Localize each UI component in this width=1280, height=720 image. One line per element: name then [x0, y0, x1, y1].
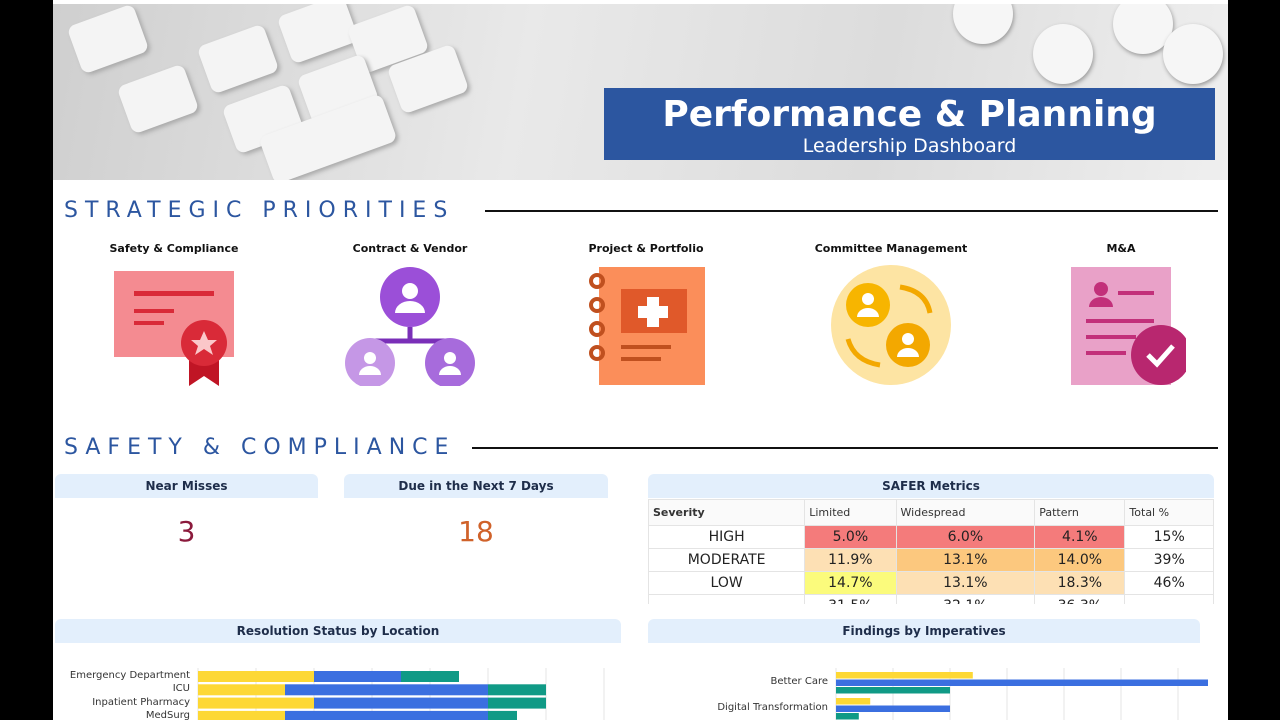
- bar[interactable]: [401, 671, 459, 682]
- category-label: Emergency Department: [69, 670, 190, 681]
- dashboard-page: Performance & Planning Leadership Dashbo…: [53, 0, 1228, 720]
- category-label: MedSurg: [145, 709, 190, 720]
- bar[interactable]: [198, 710, 285, 720]
- table-cell: 46%: [1124, 571, 1214, 595]
- category-label: Better Care: [770, 676, 828, 687]
- findings-imperatives-chart: Better Care Digital Transformation: [648, 660, 1224, 720]
- priority-label: M&A: [1106, 242, 1136, 255]
- page-title: Performance & Planning: [662, 94, 1157, 135]
- resolution-status-header: Resolution Status by Location: [55, 619, 621, 643]
- approved-document-icon: [1071, 267, 1186, 385]
- safer-metrics-header: SAFER Metrics: [648, 474, 1214, 498]
- category-label: ICU: [172, 683, 190, 695]
- section-heading-strategic: STRATEGIC PRIORITIES: [64, 198, 455, 223]
- table-cell: LOW: [647, 571, 806, 595]
- table-row: MODERATE 11.9% 13.1% 14.0% 39%: [647, 548, 1214, 572]
- section-heading-safety: SAFETY & COMPLIANCE: [64, 435, 456, 460]
- table-cell: 13.1%: [895, 571, 1036, 595]
- due-next-7-days-value: 18: [458, 515, 494, 548]
- header-banner: Performance & Planning Leadership Dashbo…: [53, 4, 1228, 180]
- near-misses-value: 3: [177, 515, 196, 548]
- chart-svg: [197, 668, 605, 720]
- column-header[interactable]: Limited: [804, 499, 897, 526]
- column-header[interactable]: Widespread: [895, 499, 1036, 526]
- priority-label: Contract & Vendor: [352, 242, 468, 255]
- bar[interactable]: [836, 687, 950, 694]
- page-subtitle: Leadership Dashboard: [802, 135, 1017, 157]
- bar[interactable]: [488, 710, 517, 720]
- table-cell: [647, 594, 806, 604]
- priority-contract-vendor[interactable]: Contract & Vendor: [325, 242, 495, 386]
- bar[interactable]: [836, 713, 859, 720]
- priority-label: Committee Management: [814, 242, 968, 255]
- resolution-status-chart: Emergency Department ICU Inpatient Pharmac…: [53, 660, 623, 720]
- bar[interactable]: [836, 672, 973, 679]
- bar[interactable]: [314, 697, 488, 709]
- table-cell: 36.3%: [1034, 594, 1126, 604]
- category-label: Inpatient Pharmacy: [92, 696, 190, 708]
- chart-svg: [835, 668, 1224, 720]
- bar[interactable]: [198, 697, 314, 709]
- column-header[interactable]: Total %: [1124, 499, 1214, 526]
- table-cell: HIGH: [647, 525, 806, 549]
- safer-metrics-table: Severity Limited Widespread Pattern Total % H…: [647, 499, 1214, 604]
- bar[interactable]: [285, 710, 488, 720]
- title-box: Performance & Planning Leadership Dashbo…: [604, 88, 1215, 160]
- priority-label: Project & Portfolio: [588, 242, 704, 255]
- category-label: Digital Transformation: [717, 702, 828, 713]
- bar[interactable]: [836, 679, 1224, 687]
- findings-imperatives-header: Findings by Imperatives: [648, 619, 1200, 643]
- priority-project-portfolio[interactable]: Project & Portfolio: [561, 242, 731, 386]
- table-cell: 5.0%: [804, 525, 897, 549]
- priority-committee-management[interactable]: Committee Management: [806, 242, 976, 386]
- priority-label: Safety & Compliance: [109, 242, 239, 255]
- bar[interactable]: [198, 671, 314, 682]
- table-cell: 13.1%: [895, 548, 1036, 572]
- user-exchange-icon: [831, 265, 951, 385]
- bar[interactable]: [836, 705, 950, 713]
- bar[interactable]: [285, 684, 488, 696]
- org-chart-icon: [345, 267, 475, 386]
- table-cell: 32.1%: [895, 594, 1036, 604]
- table-cell: 14.7%: [804, 571, 897, 595]
- table-cell: 18.3%: [1034, 571, 1126, 595]
- table-row: 31.5%32.1%36.3%: [647, 594, 1214, 604]
- near-misses-header: Near Misses: [55, 474, 318, 498]
- bar[interactable]: [836, 698, 871, 705]
- table-cell: 11.9%: [804, 548, 897, 572]
- bar[interactable]: [488, 697, 546, 709]
- medical-notebook-icon: [589, 267, 705, 385]
- table-cell: [1124, 594, 1214, 604]
- column-header[interactable]: Pattern: [1034, 499, 1126, 526]
- divider: [472, 447, 1218, 449]
- priority-safety-compliance[interactable]: Safety & Compliance: [89, 242, 259, 386]
- table-cell: 14.0%: [1034, 548, 1126, 572]
- table-cell: 39%: [1124, 548, 1214, 572]
- bar[interactable]: [488, 684, 546, 696]
- table-cell: 31.5%: [804, 594, 897, 604]
- column-header[interactable]: Severity: [647, 499, 806, 526]
- table-cell: MODERATE: [647, 548, 806, 572]
- bar[interactable]: [198, 684, 285, 696]
- due-next-7-days-header: Due in the Next 7 Days: [344, 474, 608, 498]
- table-cell: 6.0%: [895, 525, 1036, 549]
- table-cell: 15%: [1124, 525, 1214, 549]
- divider: [485, 210, 1218, 212]
- table-cell: 4.1%: [1034, 525, 1126, 549]
- certificate-icon: [114, 271, 234, 386]
- table-row: LOW 14.7% 13.1% 18.3% 46%: [647, 571, 1214, 595]
- table-row: HIGH 5.0% 6.0% 4.1% 15%: [647, 525, 1214, 549]
- bar[interactable]: [314, 671, 401, 682]
- priority-m-and-a[interactable]: M&A: [1036, 242, 1206, 386]
